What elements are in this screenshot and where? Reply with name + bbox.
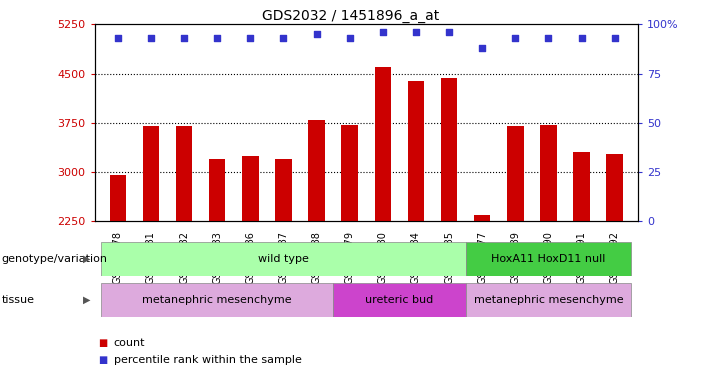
- Point: [145, 35, 156, 41]
- Bar: [408, 81, 424, 369]
- Text: metanephric mesenchyme: metanephric mesenchyme: [474, 295, 623, 305]
- Text: count: count: [114, 338, 145, 348]
- Point: [179, 35, 190, 41]
- Text: genotype/variation: genotype/variation: [1, 254, 107, 264]
- Point: [510, 35, 521, 41]
- Bar: [333, 283, 465, 317]
- Point: [377, 29, 388, 35]
- Bar: [465, 283, 632, 317]
- Text: wild type: wild type: [258, 254, 309, 264]
- Bar: [540, 125, 557, 369]
- Bar: [143, 126, 159, 369]
- Bar: [474, 214, 491, 369]
- Bar: [109, 176, 126, 369]
- Point: [410, 29, 421, 35]
- Text: ureteric bud: ureteric bud: [365, 295, 433, 305]
- Bar: [101, 242, 465, 276]
- Bar: [606, 154, 623, 369]
- Point: [576, 35, 587, 41]
- Bar: [441, 78, 457, 369]
- Point: [278, 35, 289, 41]
- Text: percentile rank within the sample: percentile rank within the sample: [114, 355, 301, 365]
- Bar: [242, 156, 259, 369]
- Text: HoxA11 HoxD11 null: HoxA11 HoxD11 null: [491, 254, 606, 264]
- Bar: [275, 159, 292, 369]
- Bar: [341, 125, 358, 369]
- Point: [112, 35, 123, 41]
- Bar: [308, 120, 325, 369]
- Bar: [209, 159, 226, 369]
- Bar: [101, 283, 333, 317]
- Point: [543, 35, 554, 41]
- Text: ■: ■: [98, 355, 107, 365]
- Bar: [573, 152, 590, 369]
- Text: ▶: ▶: [83, 295, 90, 305]
- Point: [477, 45, 488, 51]
- Text: ▶: ▶: [83, 254, 90, 264]
- Text: metanephric mesenchyme: metanephric mesenchyme: [142, 295, 292, 305]
- Point: [245, 35, 256, 41]
- Point: [344, 35, 355, 41]
- Text: ■: ■: [98, 338, 107, 348]
- Point: [444, 29, 455, 35]
- Point: [609, 35, 620, 41]
- Bar: [176, 126, 192, 369]
- Point: [311, 31, 322, 37]
- Bar: [465, 242, 632, 276]
- Point: [212, 35, 223, 41]
- Text: GDS2032 / 1451896_a_at: GDS2032 / 1451896_a_at: [262, 9, 439, 23]
- Text: tissue: tissue: [1, 295, 34, 305]
- Bar: [374, 67, 391, 369]
- Bar: [507, 126, 524, 369]
